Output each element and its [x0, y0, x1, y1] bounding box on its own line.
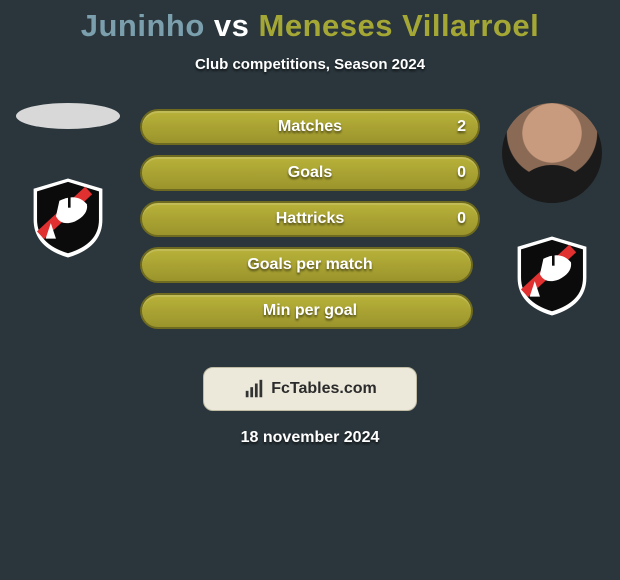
vs-label: vs: [214, 8, 249, 43]
stat-value: 0: [457, 155, 466, 191]
stat-bar: [140, 201, 480, 237]
stat-bar: [140, 109, 480, 145]
stat-row: Goals 0: [140, 155, 480, 191]
player2-club-crest: [509, 233, 595, 319]
stat-bar: [140, 293, 473, 329]
player1-column: [8, 103, 128, 261]
player1-name: Juninho: [81, 8, 205, 43]
chart-icon: [243, 378, 265, 400]
player2-name: Meneses Villarroel: [259, 8, 540, 43]
stat-row: Hattricks 0: [140, 201, 480, 237]
stat-row: Matches 2: [140, 109, 480, 145]
page-title: Juninho vs Meneses Villarroel: [0, 0, 620, 44]
brand-badge[interactable]: FcTables.com: [203, 367, 417, 411]
stat-bar: [140, 155, 480, 191]
player1-club-crest: [25, 175, 111, 261]
comparison-body: Matches 2 Goals 0 Hattricks 0 Goals per …: [0, 109, 620, 349]
player1-avatar-placeholder: [16, 103, 120, 129]
stat-bar: [140, 247, 473, 283]
subtitle: Club competitions, Season 2024: [0, 56, 620, 73]
stat-value: 2: [457, 109, 466, 145]
shield-icon: [509, 233, 595, 319]
date-label: 18 november 2024: [0, 429, 620, 447]
brand-text: FcTables.com: [271, 380, 377, 398]
stat-row: Goals per match: [140, 247, 480, 283]
stat-row: Min per goal: [140, 293, 480, 329]
shield-icon: [25, 175, 111, 261]
comparison-card: Juninho vs Meneses Villarroel Club compe…: [0, 0, 620, 580]
player2-column: [492, 103, 612, 319]
player2-avatar: [502, 103, 602, 203]
stat-bars: Matches 2 Goals 0 Hattricks 0 Goals per …: [140, 109, 480, 329]
stat-value: 0: [457, 201, 466, 237]
